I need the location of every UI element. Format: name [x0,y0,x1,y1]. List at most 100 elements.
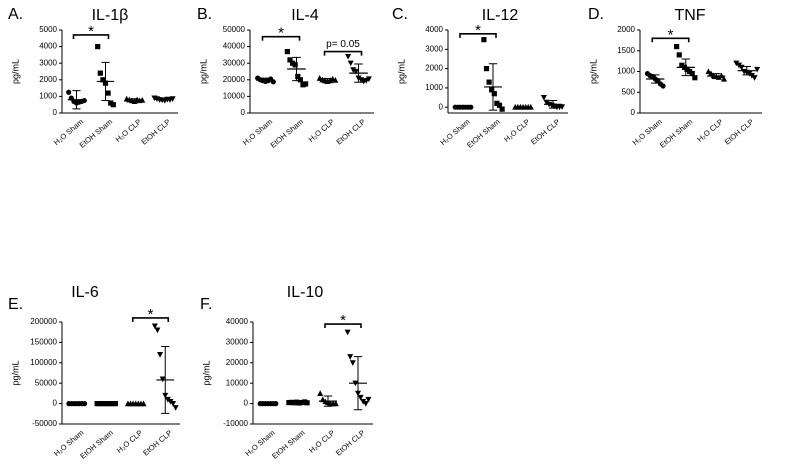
data-point [154,327,161,334]
data-point [746,70,753,77]
data-point [105,90,111,96]
error-bar [293,401,303,404]
data-point [491,91,497,97]
data-point [543,99,550,106]
data-point [167,398,174,405]
x-tick-label: H₂O CLP [307,117,336,144]
data-point [735,62,742,69]
y-tick-label: 0 [244,399,249,408]
y-tick-label: 1000 [39,92,57,101]
y-tick-label: 1000 [425,83,443,92]
panel-title: TNF [674,7,705,24]
y-axis-label: pg/mL [10,59,20,84]
x-tick-label: EtOH Sham [269,117,305,150]
data-point [347,60,354,67]
data-point [754,66,761,73]
data-point [660,83,666,89]
data-point [751,75,758,81]
data-point [733,60,740,67]
data-point [499,106,505,112]
x-tick-label: EtOH CLP [334,117,367,146]
y-tick-label: 50000 [223,25,246,34]
error-bar [159,97,168,102]
x-tick-label: EtOH CLP [529,117,562,146]
y-tick-label: 200000 [30,317,57,326]
y-axis-label: pg/mL [10,360,20,385]
y-tick-label: 150000 [30,338,57,347]
data-point [66,89,72,95]
error-bar [681,58,691,77]
data-point [718,72,725,79]
data-point [95,44,101,50]
data-point [344,329,351,336]
y-axis-label: pg/mL [198,59,208,84]
panel: F. IL-10 pg/mL -10000 0 10000 20000 30000 40000 H… [200,284,373,461]
y-tick-label: 1000 [617,67,635,76]
y-tick-label: 2000 [617,25,635,34]
y-tick-label: 50000 [35,378,58,387]
data-point [97,70,103,76]
y-axis-label: pg/mL [588,59,598,84]
significance-label: * [148,306,154,323]
x-tick-label: EtOH CLP [723,117,756,146]
data-point [486,79,492,85]
data-point [317,390,324,396]
y-tick-label: 0 [53,108,58,117]
data-point [352,68,359,75]
x-tick-label: EtOH Sham [78,428,114,461]
x-tick-label: H₂O CLP [502,117,531,144]
data-point [157,352,164,358]
panel-label: A. [8,6,23,23]
data-point [540,94,547,101]
y-tick-label: 0 [53,399,58,408]
y-tick-label: 30000 [223,58,246,67]
panel-title: IL-1β [92,7,129,24]
error-bar [292,56,301,82]
data-point [676,52,682,58]
y-tick-label: 10000 [223,92,246,101]
y-tick-label: 5000 [39,25,57,34]
panel-title: IL-6 [71,284,99,301]
panel: E. IL-6 pg/mL -50000 0 50000 100000 150000 20000… [8,284,180,461]
significance-bracket [459,33,497,38]
panel-title: IL-12 [482,7,519,24]
error-bar [72,90,81,110]
data-point [292,62,298,68]
error-bar [261,77,270,83]
y-axis-label: pg/mL [396,59,406,84]
error-bar [650,74,660,84]
significance-bracket [261,35,301,41]
significance-bracket [323,50,363,56]
panel-label: D. [588,6,604,23]
data-point [100,77,106,83]
y-tick-label: 2000 [425,64,443,73]
panel: B. IL-4 pg/mL 0 10000 20000 30000 40000 50000 H₂O… [197,6,374,150]
y-tick-label: 3000 [39,58,57,67]
y-axis-label: pg/mL [201,360,211,385]
data-point [559,104,566,110]
data-point [284,48,290,55]
data-point [295,73,301,80]
x-tick-label: EtOH Sham [270,428,306,461]
error-bar [161,345,170,414]
y-tick-label: 10000 [226,378,249,387]
data-point [481,37,487,43]
data-point [110,102,116,108]
error-bar [353,356,363,411]
data-point [332,400,339,407]
data-point [365,76,372,83]
data-point [345,53,352,60]
data-point [304,400,310,406]
significance-label: * [340,312,346,329]
panel-title: IL-4 [291,7,319,24]
x-tick-label: EtOH Sham [658,117,694,150]
x-tick-label: EtOH CLP [139,117,172,146]
x-tick-label: EtOH Sham [465,117,501,150]
x-tick-label: H₂O CLP [695,117,724,144]
y-tick-label: 30000 [226,338,249,347]
y-tick-label: 40000 [226,317,249,326]
y-tick-label: 20000 [226,358,249,367]
y-tick-label: 40000 [223,42,246,51]
